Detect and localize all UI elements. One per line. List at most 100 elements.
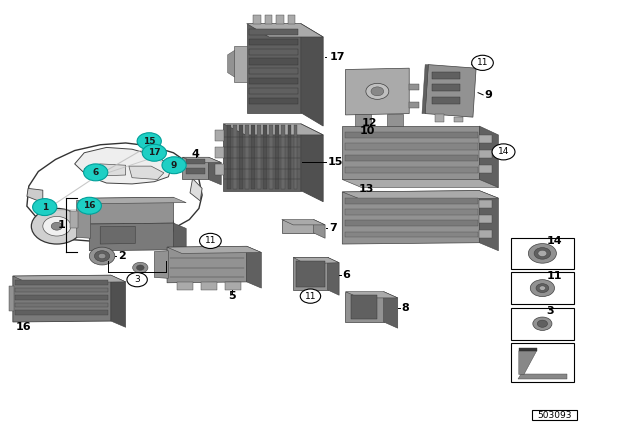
Polygon shape — [177, 282, 193, 290]
Polygon shape — [479, 165, 492, 173]
Polygon shape — [282, 125, 285, 189]
Polygon shape — [431, 72, 460, 79]
Polygon shape — [293, 258, 339, 263]
Polygon shape — [248, 68, 298, 74]
Polygon shape — [15, 303, 108, 307]
Polygon shape — [248, 29, 298, 35]
Polygon shape — [422, 65, 428, 114]
Text: 503093: 503093 — [537, 410, 572, 419]
Polygon shape — [294, 125, 298, 189]
Polygon shape — [173, 223, 186, 255]
Text: 13: 13 — [358, 184, 374, 194]
Polygon shape — [70, 211, 78, 228]
Polygon shape — [209, 157, 221, 185]
Polygon shape — [346, 292, 384, 322]
Polygon shape — [479, 126, 499, 188]
Circle shape — [538, 320, 547, 327]
Polygon shape — [342, 190, 479, 244]
Polygon shape — [190, 179, 202, 201]
Polygon shape — [346, 143, 478, 150]
Polygon shape — [248, 39, 298, 45]
Polygon shape — [479, 150, 492, 158]
Circle shape — [529, 244, 556, 263]
Circle shape — [134, 216, 163, 236]
Polygon shape — [384, 292, 397, 328]
Text: 14: 14 — [498, 147, 509, 156]
Polygon shape — [215, 147, 225, 158]
Text: 3: 3 — [546, 306, 554, 316]
Polygon shape — [15, 280, 108, 284]
Polygon shape — [287, 125, 291, 189]
Polygon shape — [246, 24, 301, 113]
Text: 11: 11 — [546, 271, 562, 280]
Polygon shape — [519, 348, 537, 351]
Circle shape — [33, 198, 57, 215]
Circle shape — [472, 55, 493, 70]
Polygon shape — [13, 275, 125, 283]
Text: 1: 1 — [58, 220, 65, 230]
Text: 16: 16 — [83, 201, 95, 210]
Circle shape — [136, 265, 144, 270]
Polygon shape — [328, 258, 339, 295]
Circle shape — [95, 251, 109, 261]
Polygon shape — [90, 197, 186, 203]
Polygon shape — [77, 199, 91, 238]
Polygon shape — [479, 190, 499, 251]
Polygon shape — [342, 190, 499, 199]
Polygon shape — [225, 282, 241, 290]
Polygon shape — [282, 220, 314, 233]
Circle shape — [540, 286, 545, 290]
Polygon shape — [275, 125, 279, 189]
Circle shape — [31, 208, 83, 244]
Polygon shape — [167, 246, 261, 254]
Text: 17: 17 — [148, 148, 161, 157]
Polygon shape — [223, 124, 301, 190]
Circle shape — [123, 208, 174, 244]
Circle shape — [43, 216, 71, 236]
Circle shape — [366, 83, 389, 99]
Text: 14: 14 — [546, 236, 562, 246]
Polygon shape — [431, 97, 460, 104]
Circle shape — [77, 197, 101, 214]
Polygon shape — [346, 209, 478, 215]
Polygon shape — [282, 220, 325, 225]
Bar — [511, 238, 573, 268]
Polygon shape — [75, 147, 172, 184]
Polygon shape — [27, 188, 43, 202]
Polygon shape — [215, 130, 225, 141]
Text: 15: 15 — [143, 137, 156, 146]
Polygon shape — [425, 65, 476, 117]
Polygon shape — [251, 125, 255, 189]
Polygon shape — [223, 124, 323, 135]
Polygon shape — [186, 168, 205, 174]
Circle shape — [531, 280, 554, 297]
Polygon shape — [346, 155, 478, 161]
Polygon shape — [90, 197, 173, 224]
Circle shape — [533, 317, 552, 331]
Polygon shape — [9, 286, 14, 311]
Polygon shape — [263, 125, 267, 189]
Circle shape — [90, 247, 115, 265]
Polygon shape — [228, 50, 235, 77]
Polygon shape — [201, 282, 217, 290]
Bar — [511, 343, 573, 382]
Circle shape — [84, 164, 108, 181]
Polygon shape — [479, 215, 492, 223]
Polygon shape — [346, 232, 478, 237]
Text: 10: 10 — [360, 125, 375, 135]
Polygon shape — [84, 164, 125, 176]
Polygon shape — [346, 292, 397, 298]
Bar — [532, 410, 577, 420]
Text: 11: 11 — [205, 237, 216, 246]
Text: 11: 11 — [305, 292, 316, 301]
Polygon shape — [387, 114, 403, 126]
Polygon shape — [186, 159, 205, 164]
Polygon shape — [276, 15, 284, 24]
Polygon shape — [346, 132, 478, 138]
Circle shape — [538, 250, 547, 257]
Polygon shape — [248, 78, 298, 84]
Polygon shape — [246, 246, 261, 288]
Polygon shape — [346, 167, 478, 173]
Text: 6: 6 — [93, 168, 99, 177]
Circle shape — [132, 262, 148, 273]
